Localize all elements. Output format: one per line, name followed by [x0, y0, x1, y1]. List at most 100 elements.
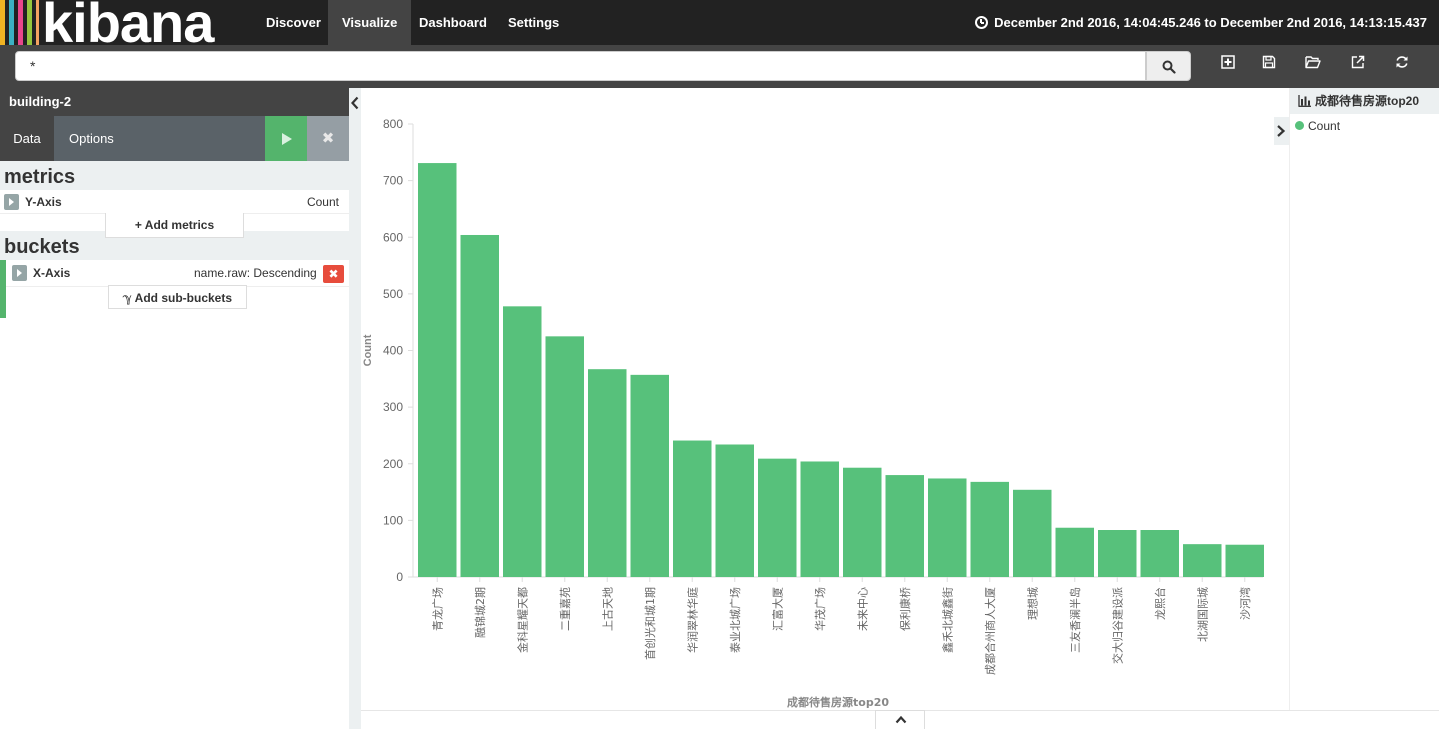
x-tick-label: 首创光和城1期	[643, 587, 657, 660]
buckets-section: X-Axis name.raw: Descending ✖ ℽ Add sub-…	[0, 260, 349, 320]
share-button[interactable]	[1346, 55, 1370, 75]
save-icon	[1262, 55, 1276, 69]
search-input[interactable]	[15, 51, 1146, 81]
chart-bar[interactable]	[1183, 544, 1222, 577]
x-tick-label: 青龙广场	[430, 587, 444, 631]
kibana-logo[interactable]: kibana	[0, 0, 250, 45]
chart-bar[interactable]	[588, 369, 627, 577]
chart-bar[interactable]	[1098, 530, 1137, 577]
y-tick-label: 700	[383, 174, 403, 188]
x-axis-agg-row[interactable]: X-Axis name.raw: Descending	[6, 261, 349, 287]
logo-wordmark: kibana	[42, 0, 214, 45]
nav-tab-discover[interactable]: Discover	[266, 15, 321, 30]
chart-bar[interactable]	[1055, 527, 1095, 577]
legend-item-label: Count	[1308, 119, 1341, 133]
chart-bar[interactable]	[715, 444, 755, 577]
legend-title: 成都待售房源top20	[1290, 88, 1439, 114]
chart-bar[interactable]	[885, 475, 925, 577]
x-tick-label: 保利康桥	[898, 587, 912, 631]
x-tick-label: 龙熙台	[1153, 587, 1167, 620]
legend-item-count[interactable]: Count	[1290, 119, 1439, 133]
chart-bar[interactable]	[503, 306, 542, 577]
share-icon	[1351, 55, 1365, 69]
x-tick-label: 金科星耀天都	[515, 587, 529, 653]
x-tick-label: 未来中心	[856, 587, 869, 631]
apply-changes-button[interactable]	[265, 116, 307, 161]
x-tick-label: 成都合州商人大厦	[983, 587, 997, 675]
nav-tab-visualize[interactable]: Visualize	[328, 0, 412, 45]
y-tick-label: 0	[396, 570, 403, 584]
y-axis-agg-row[interactable]: Y-Axis Count	[0, 190, 349, 214]
x-axis-title: 成都待售房源top20	[787, 695, 889, 709]
sidebar-collapse-toggle[interactable]	[349, 88, 361, 729]
x-tick-label: 华润翠林华庭	[685, 587, 699, 653]
query-bar	[0, 45, 1439, 88]
x-tick-label: 交大归谷建设派	[1110, 587, 1124, 664]
y-axis-label: Y-Axis	[25, 195, 62, 209]
y-tick-label: 200	[383, 457, 403, 471]
new-visualization-button[interactable]	[1216, 55, 1240, 75]
nav-tab-settings[interactable]: Settings	[508, 15, 560, 30]
y-tick-label: 500	[383, 287, 403, 301]
y-axis-value: Count	[306, 195, 339, 209]
x-tick-label: 北湖国际城	[1196, 587, 1209, 642]
chart-bar[interactable]	[630, 374, 670, 577]
sidebar-tabs: Data Options ✖	[0, 116, 349, 161]
metrics-heading: metrics	[0, 161, 349, 190]
refresh-icon	[1396, 56, 1408, 68]
chart-bar[interactable]	[758, 458, 797, 577]
chart-bar[interactable]	[1225, 544, 1265, 577]
expand-toggle-icon[interactable]	[12, 265, 27, 281]
clock-icon	[975, 16, 989, 29]
refresh-button[interactable]	[1390, 55, 1414, 75]
close-icon: ✖	[328, 267, 339, 281]
chart-bar[interactable]	[673, 440, 712, 577]
chart-bar[interactable]	[1140, 530, 1180, 577]
chart-bar[interactable]	[1013, 489, 1052, 577]
close-icon: ✖	[321, 130, 335, 147]
save-button[interactable]	[1257, 55, 1281, 75]
chart-bar[interactable]	[460, 234, 500, 578]
logo-stripe	[36, 0, 39, 45]
y-axis-title: Count	[362, 334, 374, 366]
time-range-text: December 2nd 2016, 14:04:45.246 to Decem…	[994, 15, 1427, 30]
new-visualization-icon	[1221, 55, 1235, 69]
add-metrics-button[interactable]: + Add metrics	[105, 213, 244, 238]
tab-data[interactable]: Data	[0, 116, 54, 161]
chart-legend: 成都待售房源top20 Count	[1289, 88, 1439, 710]
x-axis-label: X-Axis	[33, 266, 71, 280]
time-picker[interactable]: December 2nd 2016, 14:04:45.246 to Decem…	[975, 0, 1427, 45]
x-tick-label: 理想城	[1025, 587, 1039, 620]
x-tick-label: 融锦城2期	[473, 587, 487, 638]
spy-panel-toggle[interactable]	[875, 710, 925, 729]
chart-area: 0 100 200 300 400 500 600 700 800 青龙广场 融锦城2期 金科星耀天都…	[361, 88, 1289, 710]
open-button[interactable]	[1301, 55, 1325, 75]
x-tick-label: 泰业北城广场	[728, 587, 742, 653]
top-navbar: kibana Discover Visualize Dashboard Sett…	[0, 0, 1439, 45]
x-tick-label: 二重嘉苑	[558, 587, 572, 631]
nav-tab-dashboard[interactable]: Dashboard	[419, 15, 487, 30]
logo-stripe	[27, 0, 32, 45]
open-icon	[1305, 56, 1321, 69]
y-tick-label: 100	[383, 513, 403, 527]
chart-bar[interactable]	[418, 163, 457, 577]
add-sub-buckets-button[interactable]: ℽ Add sub-buckets	[108, 285, 247, 309]
legend-collapse-toggle[interactable]	[1274, 117, 1289, 145]
logo-stripe	[9, 0, 14, 45]
chart-bar[interactable]	[970, 481, 1010, 577]
discard-changes-button[interactable]: ✖	[307, 116, 349, 161]
legend-swatch	[1295, 121, 1304, 130]
bar-chart: 0 100 200 300 400 500 600 700 800 青龙广场 融锦城2期 金科星耀天都…	[362, 117, 1265, 709]
search-button[interactable]	[1146, 51, 1191, 81]
chart-bar[interactable]	[545, 336, 585, 577]
chart-bar[interactable]	[800, 461, 840, 577]
x-tick-label: 三友香澜半岛	[1068, 587, 1082, 653]
expand-toggle-icon[interactable]	[4, 194, 19, 210]
metrics-section: Y-Axis Count + Add metrics	[0, 190, 349, 240]
remove-bucket-button[interactable]: ✖	[323, 265, 344, 283]
tab-options[interactable]: Options	[69, 131, 114, 146]
chart-bar[interactable]	[843, 467, 882, 577]
y-tick-label: 300	[383, 400, 403, 414]
chart-bar[interactable]	[928, 478, 967, 577]
index-pattern-title: building-2	[0, 88, 349, 116]
